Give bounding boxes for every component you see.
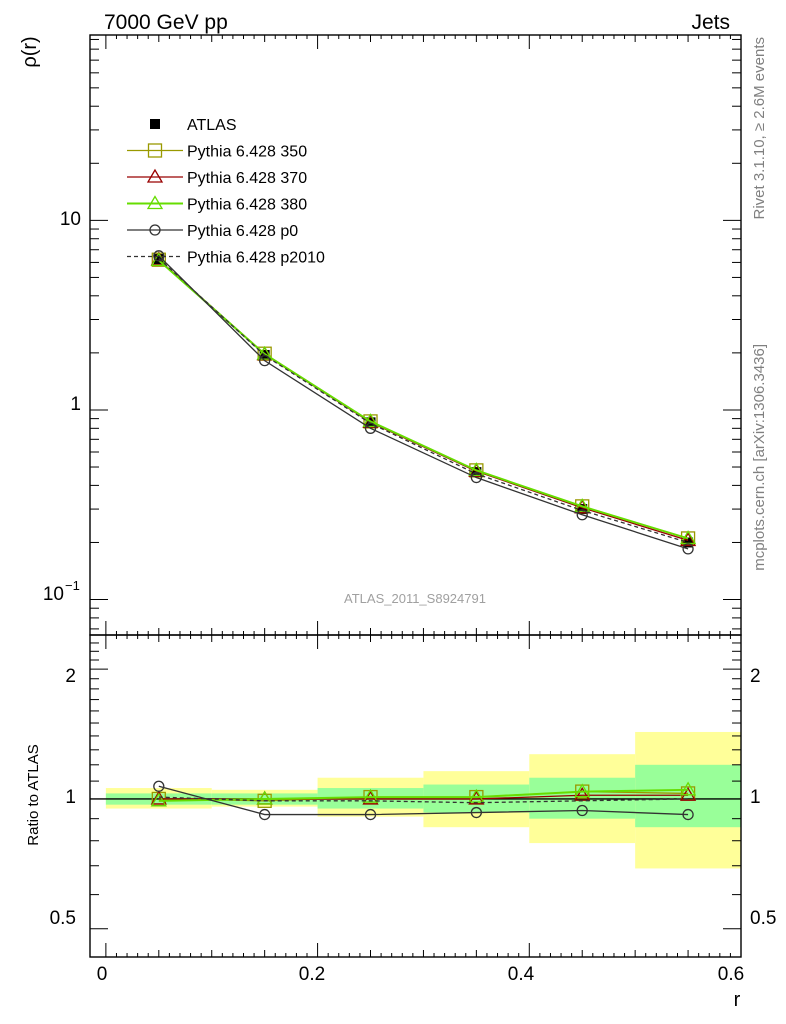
ratio-tick-label-2-left: 2 [65,666,76,687]
data-point [574,783,591,798]
data-point [679,532,697,547]
ratio-tick-label-1-left: 1 [65,787,76,808]
legend-entry-pythia-6-428-350: Pythia 6.428 350 [127,143,307,161]
legend-label: Pythia 6.428 p0 [187,223,298,240]
legend-marker [150,119,160,129]
data-point [256,345,273,360]
legend-entry-pythia-6-428-p0: Pythia 6.428 p0 [127,223,298,240]
y-tick-label-10: 10 [60,209,81,230]
legend-entry-pythia-6-428-p2010: Pythia 6.428 p2010 [127,250,325,267]
data-point [577,504,588,515]
series-pythia-6-428-p2010 [158,796,689,804]
ratio-tick-label-0.5-right: 0.5 [750,908,776,929]
series-pythia-6-428-p2010 [158,257,689,544]
legend: ATLAS Pythia 6.428 350 Pythia 6.428 370 Pyt… [127,117,325,267]
main-y-axis-label: ρ(r) [19,36,41,67]
legend-label: Pythia 6.428 380 [187,197,307,214]
x-tick-label-0: 0 [97,964,108,985]
series-line [158,796,689,804]
legend-entry-atlas: ATLAS [150,117,237,134]
x-axis-label: r [734,989,741,1011]
series-line [158,257,689,544]
main-y-tick-labels: 10 1 10 −1 [43,209,81,605]
legend-entry-pythia-6-428-380: Pythia 6.428 380 [127,195,307,214]
x-tick-label-0.4: 0.4 [508,964,535,985]
series-line [158,255,689,550]
series-pythia-6-428-p0 [153,780,694,821]
data-point [150,792,167,807]
data-point [679,781,697,796]
data-point [470,471,483,484]
x-tick-labels: 0 0.2 0.4 0.6 [97,964,745,985]
ratio-y-tick-labels: 2 1 0.5 2 1 0.5 [50,666,777,929]
axes-frames [89,34,742,958]
data-point [576,804,588,817]
data-point [259,808,271,821]
ratio-plot-area [90,780,741,821]
data-point [682,543,694,555]
ratio-tick-label-1-right: 1 [750,787,761,808]
legend-entry-pythia-6-428-370: Pythia 6.428 370 [127,168,307,187]
legend-marker [147,143,163,158]
legend-marker [149,224,161,236]
header-right: Jets [691,11,730,34]
data-point [470,806,483,819]
legend-label: Pythia 6.428 370 [187,170,307,187]
ratio-tick-label-2-right: 2 [750,666,761,687]
series-line [158,785,689,816]
data-point [364,808,377,821]
legend-label: Pythia 6.428 350 [187,144,307,161]
data-point [574,498,591,513]
rivet-version-label: Rivet 3.1.10, ≥ 2.6M events [751,37,768,220]
data-point [256,790,273,805]
inner-band-bin [635,764,741,828]
data-point [362,413,379,428]
y-tick-label-0.1-base: 10 [43,584,64,605]
legend-label: Pythia 6.428 p2010 [187,250,325,267]
data-point [150,790,167,805]
ratio-tick-label-0.5-left: 0.5 [50,908,76,929]
data-point [468,462,485,477]
data-point [362,788,379,803]
x-tick-label-0.6: 0.6 [718,964,744,985]
legend-label: ATLAS [187,117,237,134]
data-point [153,780,165,792]
ratio-y-axis-label: Ratio to ATLAS [25,744,42,845]
analysis-watermark: ATLAS_2011_S8924791 [344,591,486,606]
main-plot-area [150,250,697,555]
ratio-frame [89,634,742,958]
y-tick-label-0.1-exponent: −1 [65,578,80,593]
data-point [576,509,588,521]
x-tick-label-0.2: 0.2 [299,964,325,985]
series-line [158,788,689,802]
legend-marker [146,195,164,210]
inner-band-bin [317,788,424,809]
data-point [153,250,165,262]
source-label: mcplots.cern.ch [arXiv:1306.3436] [751,344,768,571]
header-left: 7000 GeV pp [104,11,228,34]
legend-marker [146,168,164,183]
y-tick-label-1: 1 [70,394,81,415]
data-point [682,808,694,821]
